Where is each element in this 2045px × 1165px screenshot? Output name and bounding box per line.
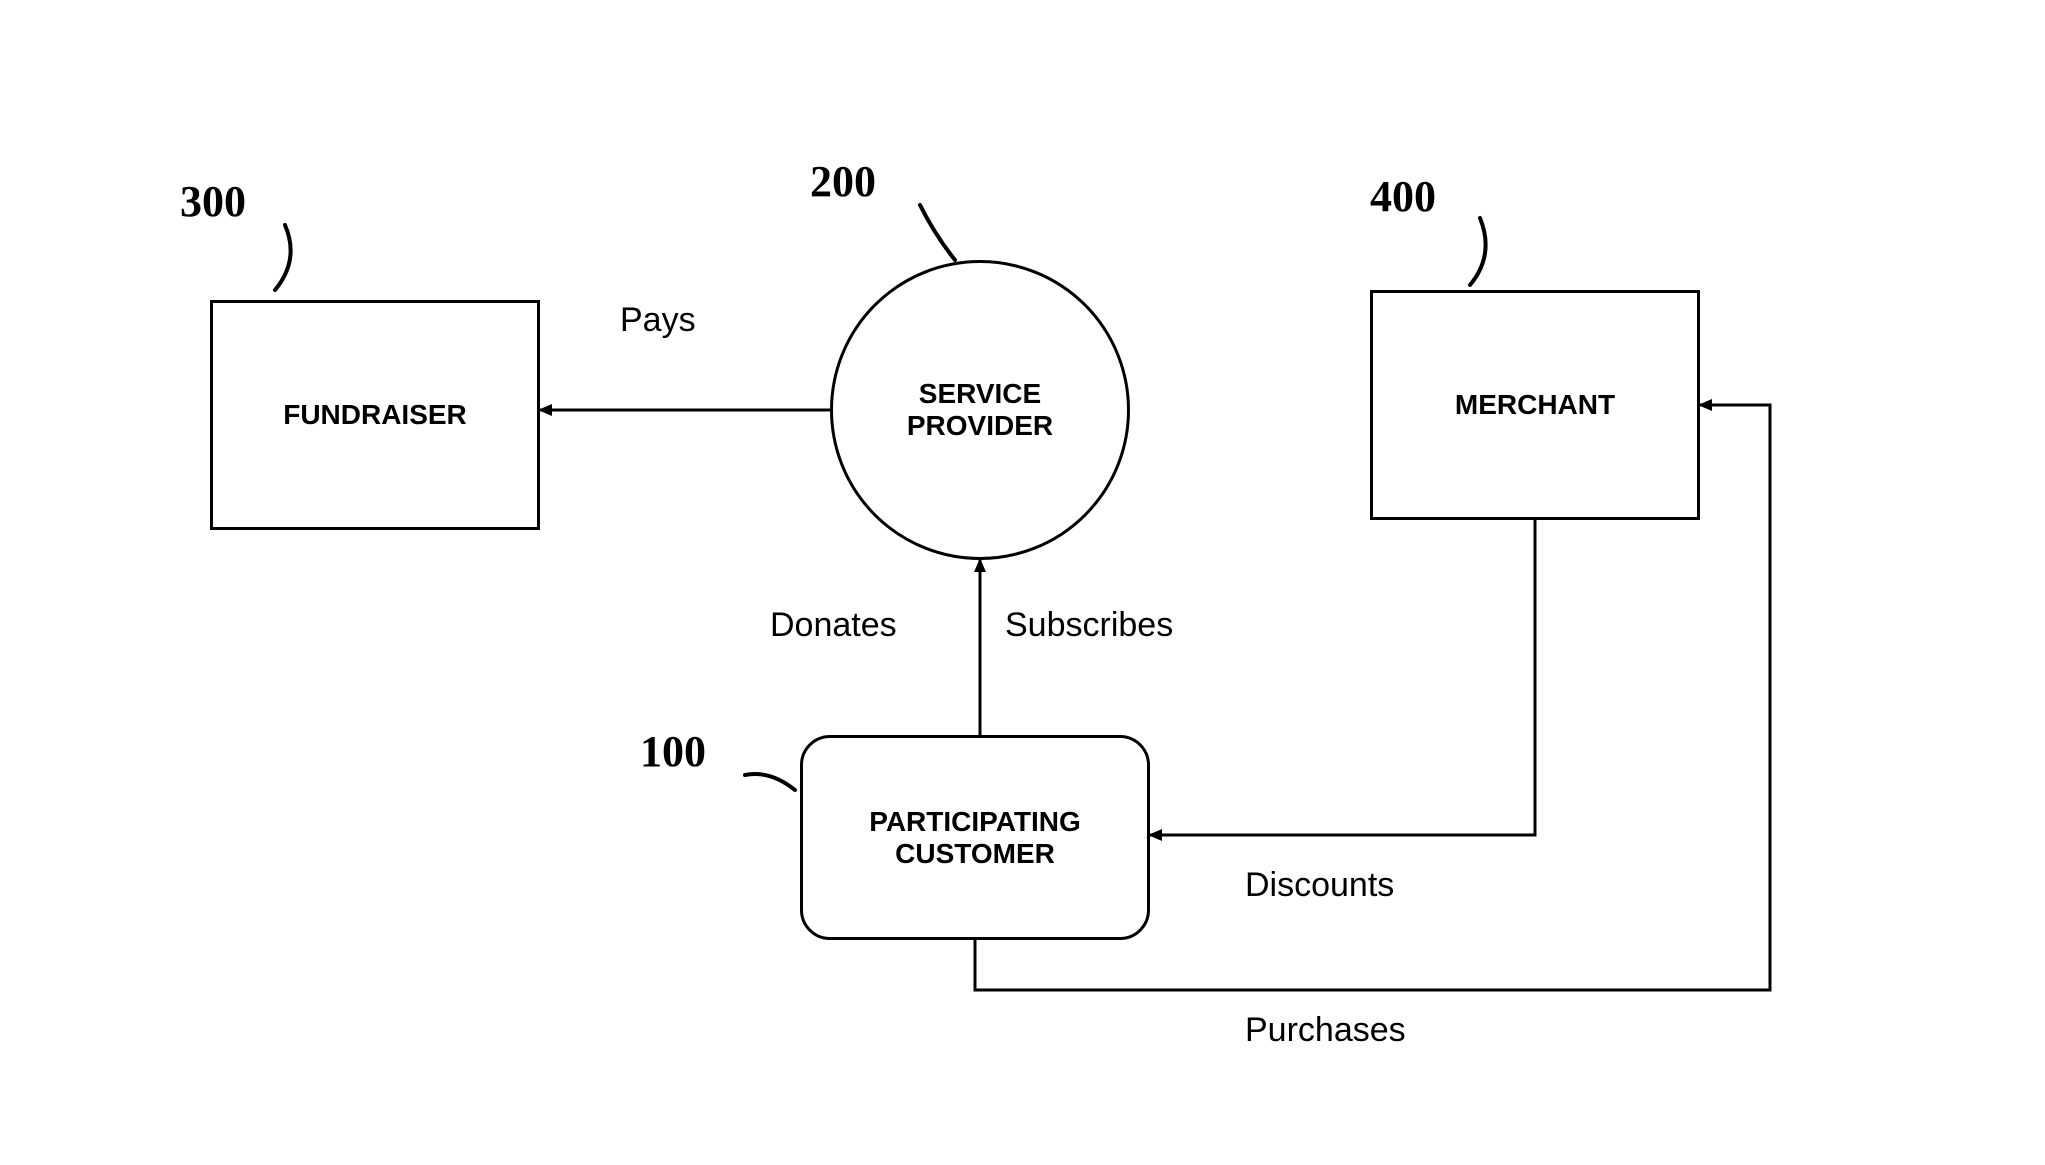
edge-label-subscribes: Subscribes bbox=[1005, 606, 1173, 645]
diagram-canvas: FUNDRAISER SERVICEPROVIDER MERCHANT PART… bbox=[0, 0, 2045, 1165]
node-participating-customer: PARTICIPATINGCUSTOMER bbox=[800, 735, 1150, 940]
ref-label-service-provider: 200 bbox=[810, 156, 876, 207]
node-service-provider: SERVICEPROVIDER bbox=[830, 260, 1130, 560]
edge-label-purchases: Purchases bbox=[1245, 1011, 1406, 1050]
node-label: SERVICEPROVIDER bbox=[907, 378, 1053, 442]
node-label: MERCHANT bbox=[1455, 389, 1615, 421]
node-merchant: MERCHANT bbox=[1370, 290, 1700, 520]
ref-label-fundraiser: 300 bbox=[180, 176, 246, 227]
node-fundraiser: FUNDRAISER bbox=[210, 300, 540, 530]
edge-layer bbox=[0, 0, 2045, 1165]
ref-label-participating-customer: 100 bbox=[640, 726, 706, 777]
node-label: PARTICIPATINGCUSTOMER bbox=[869, 806, 1081, 870]
node-label: FUNDRAISER bbox=[283, 399, 467, 431]
edge-label-discounts: Discounts bbox=[1245, 866, 1394, 905]
ref-label-merchant: 400 bbox=[1370, 171, 1436, 222]
edge-label-pays: Pays bbox=[620, 301, 696, 340]
edge-label-donates: Donates bbox=[770, 606, 897, 645]
